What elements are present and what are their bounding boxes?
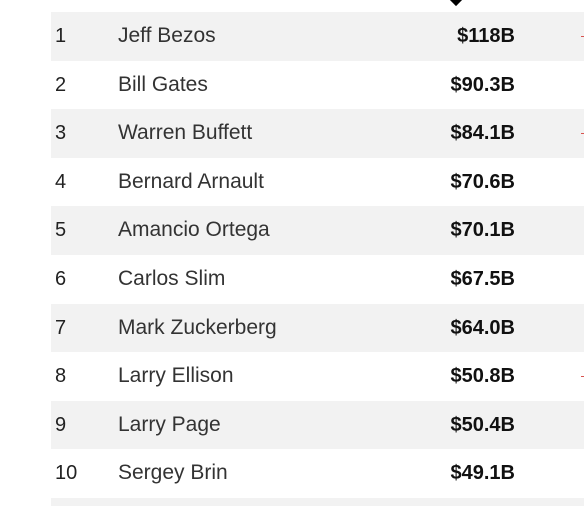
net-worth-cell: $84.1B xyxy=(450,122,516,145)
name-cell: Bill Gates xyxy=(118,72,208,96)
net-worth-cell: $70.1B xyxy=(450,219,516,242)
net-worth-cell: $49.1B xyxy=(450,462,516,485)
rank-cell: 4 xyxy=(55,170,67,193)
name-cell: Larry Ellison xyxy=(118,364,234,388)
sort-descending-icon[interactable] xyxy=(448,0,464,7)
name-cell: Warren Buffett xyxy=(118,121,253,145)
change-indicator xyxy=(581,376,584,378)
net-worth-cell: $67.5B xyxy=(450,267,516,290)
table-row: 4 Bernard Arnault $70.6B xyxy=(51,158,584,207)
name-cell: Larry Page xyxy=(118,412,221,436)
table-row: 7 Mark Zuckerberg $64.0B xyxy=(51,303,584,353)
name-cell: Sergey Brin xyxy=(118,461,228,485)
rank-cell: 3 xyxy=(55,122,67,145)
net-worth-cell: $50.8B xyxy=(450,365,516,388)
change-indicator xyxy=(581,36,584,37)
table-row: 3 Warren Buffett $84.1B xyxy=(51,109,584,158)
table-row: 2 Bill Gates $90.3B xyxy=(51,61,584,110)
table-row: 5 Amancio Ortega $70.1B xyxy=(51,206,584,255)
rank-cell: 1 xyxy=(55,25,67,47)
rank-cell: 10 xyxy=(55,462,78,485)
table-row: 6 Carlos Slim $67.5B xyxy=(51,255,584,304)
change-indicator xyxy=(581,133,584,135)
rank-cell: 6 xyxy=(55,267,67,290)
rank-cell: 8 xyxy=(55,365,67,388)
rank-cell: 9 xyxy=(55,413,67,436)
table-row: 10 Sergey Brin $49.1B xyxy=(51,449,584,498)
net-worth-cell: $70.6B xyxy=(450,170,516,193)
net-worth-cell: $118B xyxy=(457,25,515,47)
net-worth-cell: $90.3B xyxy=(450,73,516,96)
net-worth-cell: $50.4B xyxy=(450,413,516,436)
name-cell: Mark Zuckerberg xyxy=(118,315,277,339)
table-row: 8 Larry Ellison $50.8B xyxy=(51,352,584,401)
name-cell: Carlos Slim xyxy=(118,266,226,290)
rank-cell: 2 xyxy=(55,73,67,96)
net-worth-cell: $64.0B xyxy=(450,316,516,339)
name-cell: Jeff Bezos xyxy=(118,24,216,47)
next-row-edge xyxy=(51,498,584,506)
name-cell: Bernard Arnault xyxy=(118,169,264,193)
billionaires-table: 1 Jeff Bezos $118B 2 Bill Gates $90.3B 3… xyxy=(51,12,584,498)
rank-cell: 7 xyxy=(55,316,67,339)
table-row: 1 Jeff Bezos $118B xyxy=(51,12,584,61)
name-cell: Amancio Ortega xyxy=(118,218,270,242)
rank-cell: 5 xyxy=(55,219,67,242)
table-row: 9 Larry Page $50.4B xyxy=(51,400,584,450)
